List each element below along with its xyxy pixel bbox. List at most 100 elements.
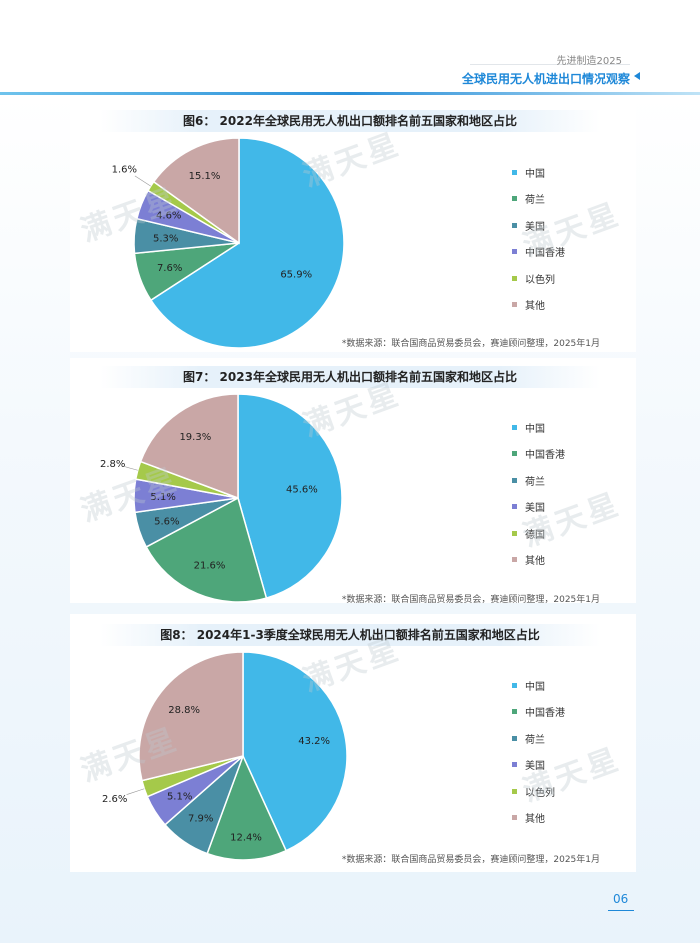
data-label: 19.3%: [179, 432, 211, 443]
chart-legend: 中国 中国香港 荷兰 美国 德国 其他: [512, 417, 565, 576]
data-label: 1.6%: [112, 165, 137, 176]
chart-title: 图8： 2024年1-3季度全球民用无人机出口额排名前五国家和地区占比: [100, 624, 600, 646]
pie-slice: [152, 137, 240, 245]
data-label: 7.9%: [188, 813, 213, 824]
legend-item: 以色列: [512, 268, 565, 288]
legend-item: 以色列: [512, 781, 565, 801]
legend-item: 德国: [512, 523, 565, 543]
legend-item: 其他: [512, 550, 565, 570]
chart-legend: 中国 荷兰 美国 中国香港 以色列 其他: [512, 162, 565, 321]
legend-swatch: [512, 735, 517, 741]
legend-label: 美国: [525, 761, 545, 772]
legend-label: 以色列: [525, 787, 555, 799]
data-label: 7.6%: [157, 263, 182, 274]
legend-item: 中国香港: [512, 242, 565, 262]
data-label: 5.6%: [154, 517, 179, 528]
legend-swatch: [512, 762, 517, 767]
legend-item: 其他: [512, 808, 565, 828]
pie-slice: [242, 651, 348, 852]
pie-chart-2024: 43.2% 12.4% 7.9% 5.1% 2.6% 28.8%: [102, 651, 348, 861]
chart-legend: 中国 中国香港 荷兰 美国 以色列 其他: [512, 675, 565, 834]
data-source: *数据来源：联合国商品贸易委员会，赛迪顾问整理，2025年1月: [341, 595, 600, 605]
data-label: 5.1%: [150, 492, 175, 503]
legend-label: 其他: [525, 814, 545, 825]
legend-swatch: [512, 222, 517, 228]
legend-item: 美国: [512, 215, 565, 235]
legend-item: 荷兰: [512, 189, 565, 209]
legend-item: 美国: [512, 497, 565, 517]
legend-label: 美国: [525, 503, 545, 514]
legend-label: 以色列: [525, 274, 555, 286]
legend-swatch: [512, 557, 517, 562]
data-label: 12.4%: [230, 833, 262, 844]
data-label: 15.1%: [189, 171, 221, 182]
legend-swatch: [512, 196, 517, 201]
legend-swatch: [512, 530, 517, 536]
pie-slice: [237, 393, 343, 599]
data-label: 5.3%: [153, 234, 178, 245]
page-number-underline: [608, 910, 634, 911]
legend-item: 中国香港: [512, 702, 565, 722]
legend-swatch: [512, 275, 517, 281]
legend-swatch: [512, 424, 517, 430]
legend-swatch: [512, 451, 517, 456]
legend-label: 荷兰: [525, 195, 545, 206]
legend-label: 德国: [525, 529, 545, 541]
pie-slice: [145, 496, 268, 603]
legend-item: 中国: [512, 675, 565, 695]
data-label: 45.6%: [286, 485, 318, 496]
data-label: 65.9%: [280, 270, 312, 281]
legend-item: 中国香港: [512, 444, 565, 464]
header-tag: 先进制造2025: [556, 56, 622, 67]
legend-swatch: [512, 788, 517, 794]
header-rule: [470, 64, 630, 65]
chart-title: 图7： 2023年全球民用无人机出口额排名前五国家和地区占比: [100, 366, 600, 388]
legend-swatch: [512, 504, 517, 509]
legend-swatch: [512, 477, 517, 483]
pie-chart-2023: 45.6% 21.6% 5.6% 5.1% 2.8% 19.3%: [100, 393, 343, 603]
data-label: 2.6%: [102, 794, 127, 805]
leader-line: [126, 788, 145, 795]
pie-slice: [139, 393, 239, 500]
legend-label: 中国香港: [525, 248, 565, 259]
legend-item: 荷兰: [512, 728, 565, 748]
legend-label: 中国: [525, 423, 545, 435]
legend-item: 荷兰: [512, 470, 565, 490]
legend-label: 中国香港: [525, 708, 565, 719]
page-number: 06: [613, 892, 629, 906]
data-source: *数据来源：联合国商品贸易委员会，赛迪顾问整理，2025年1月: [341, 339, 600, 349]
leader-line: [134, 175, 151, 187]
data-label: 4.6%: [156, 211, 181, 222]
legend-label: 荷兰: [525, 734, 545, 746]
legend-item: 其他: [512, 295, 565, 315]
header-divider: [0, 92, 700, 95]
legend-swatch: [512, 302, 517, 307]
legend-label: 中国: [525, 168, 545, 180]
legend-swatch: [512, 169, 517, 175]
pie-slice: [149, 137, 345, 349]
legend-label: 中国香港: [525, 450, 565, 461]
data-label: 28.8%: [168, 705, 200, 716]
pie-chart-2022: 65.9% 7.6% 5.3% 4.6% 1.6% 15.1%: [112, 137, 345, 349]
data-source: *数据来源：联合国商品贸易委员会，赛迪顾问整理，2025年1月: [341, 855, 600, 865]
pie-slice: [138, 651, 244, 782]
legend-label: 其他: [525, 301, 545, 312]
legend-swatch: [512, 249, 517, 254]
legend-label: 美国: [525, 221, 545, 233]
header-title: 全球民用无人机进出口情况观察: [461, 72, 630, 86]
legend-item: 中国: [512, 417, 565, 437]
data-label: 2.8%: [100, 459, 125, 470]
legend-item: 中国: [512, 162, 565, 182]
legend-label: 中国: [525, 681, 545, 693]
legend-item: 美国: [512, 755, 565, 775]
pie-slice: [206, 754, 288, 861]
data-label: 5.1%: [167, 791, 192, 802]
header-arrow-icon: [634, 72, 640, 80]
legend-swatch: [512, 682, 517, 688]
legend-label: 其他: [525, 556, 545, 567]
legend-label: 荷兰: [525, 476, 545, 488]
data-label: 43.2%: [298, 736, 330, 747]
legend-swatch: [512, 815, 517, 820]
legend-swatch: [512, 709, 517, 714]
data-label: 21.6%: [194, 560, 226, 571]
